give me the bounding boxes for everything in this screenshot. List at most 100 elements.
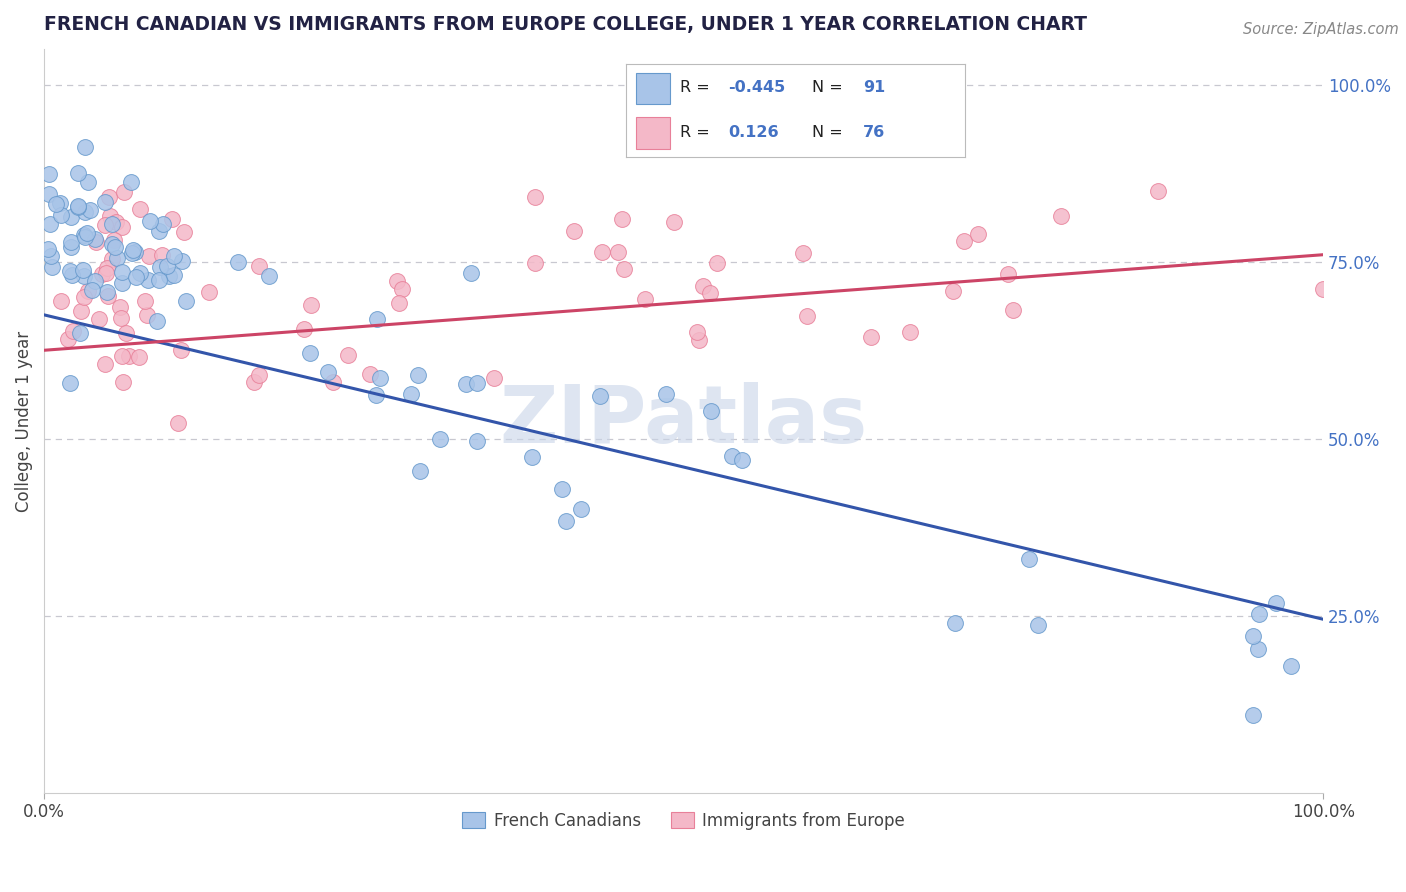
Point	[60, 211, 83, 225]
Point	[146, 314, 169, 328]
Point	[569, 502, 592, 516]
Point	[408, 368, 430, 383]
Point	[79, 203, 101, 218]
Point	[94, 357, 117, 371]
Point	[1265, 596, 1288, 610]
Point	[100, 237, 122, 252]
Point	[76, 226, 98, 240]
Point	[129, 266, 152, 280]
Point	[385, 274, 408, 288]
Point	[104, 239, 127, 253]
Point	[613, 261, 636, 276]
Point	[45, 196, 67, 211]
Point	[1049, 209, 1071, 223]
Point	[1312, 282, 1334, 296]
Point	[104, 215, 127, 229]
Point	[41, 260, 63, 274]
Point	[157, 268, 180, 283]
Point	[368, 371, 391, 385]
Point	[70, 304, 93, 318]
Point	[59, 240, 82, 254]
Point	[60, 268, 83, 282]
Point	[686, 325, 709, 339]
Point	[551, 482, 574, 496]
Point	[1026, 618, 1049, 632]
Point	[606, 245, 628, 260]
Point	[59, 235, 82, 249]
Point	[792, 245, 814, 260]
Point	[226, 254, 249, 268]
Point	[294, 322, 316, 336]
Point	[38, 218, 60, 232]
Point	[1241, 629, 1264, 643]
Point	[898, 325, 921, 339]
Point	[859, 329, 882, 343]
Point	[111, 276, 134, 290]
Point	[73, 205, 96, 219]
Point	[51, 208, 73, 222]
Point	[62, 325, 84, 339]
Point	[103, 233, 125, 247]
Point	[66, 199, 89, 213]
Point	[97, 289, 120, 303]
Point	[612, 212, 634, 227]
Point	[522, 450, 544, 465]
Point	[135, 308, 157, 322]
Point	[121, 175, 143, 189]
Point	[51, 293, 73, 308]
Point	[943, 615, 966, 630]
Point	[359, 367, 381, 381]
Point	[84, 274, 107, 288]
Point	[121, 243, 143, 257]
Point	[100, 252, 122, 267]
Point	[67, 165, 90, 179]
Point	[111, 349, 134, 363]
Point	[942, 284, 965, 298]
Point	[301, 298, 323, 312]
Point	[655, 387, 678, 401]
Point	[100, 217, 122, 231]
Point	[98, 209, 121, 223]
Point	[73, 228, 96, 243]
Point	[125, 270, 148, 285]
Point	[174, 294, 197, 309]
Point	[172, 253, 194, 268]
Point	[163, 248, 186, 262]
Point	[84, 232, 107, 246]
Point	[247, 259, 270, 273]
Point	[523, 190, 546, 204]
Point	[167, 416, 190, 430]
Point	[84, 235, 107, 249]
Point	[136, 273, 159, 287]
Point	[134, 294, 156, 309]
Point	[118, 349, 141, 363]
Point	[173, 225, 195, 239]
Point	[1241, 708, 1264, 723]
Point	[700, 403, 723, 417]
Point	[1002, 303, 1025, 318]
Point	[138, 249, 160, 263]
Point	[465, 376, 488, 391]
Point	[94, 266, 117, 280]
Point	[150, 248, 173, 262]
Point	[110, 310, 132, 325]
Point	[129, 202, 152, 216]
Point	[316, 365, 339, 379]
Point	[72, 263, 94, 277]
Point	[152, 217, 174, 231]
Point	[688, 334, 710, 348]
Point	[37, 242, 59, 256]
Point	[197, 285, 219, 300]
Point	[1018, 551, 1040, 566]
Point	[409, 464, 432, 478]
Point	[69, 326, 91, 340]
Point	[692, 279, 714, 293]
Point	[460, 266, 482, 280]
Point	[108, 301, 131, 315]
Point	[699, 285, 721, 300]
Point	[148, 224, 170, 238]
Text: Source: ZipAtlas.com: Source: ZipAtlas.com	[1243, 22, 1399, 37]
Point	[336, 348, 359, 362]
Point	[484, 371, 506, 385]
Point	[634, 292, 657, 306]
